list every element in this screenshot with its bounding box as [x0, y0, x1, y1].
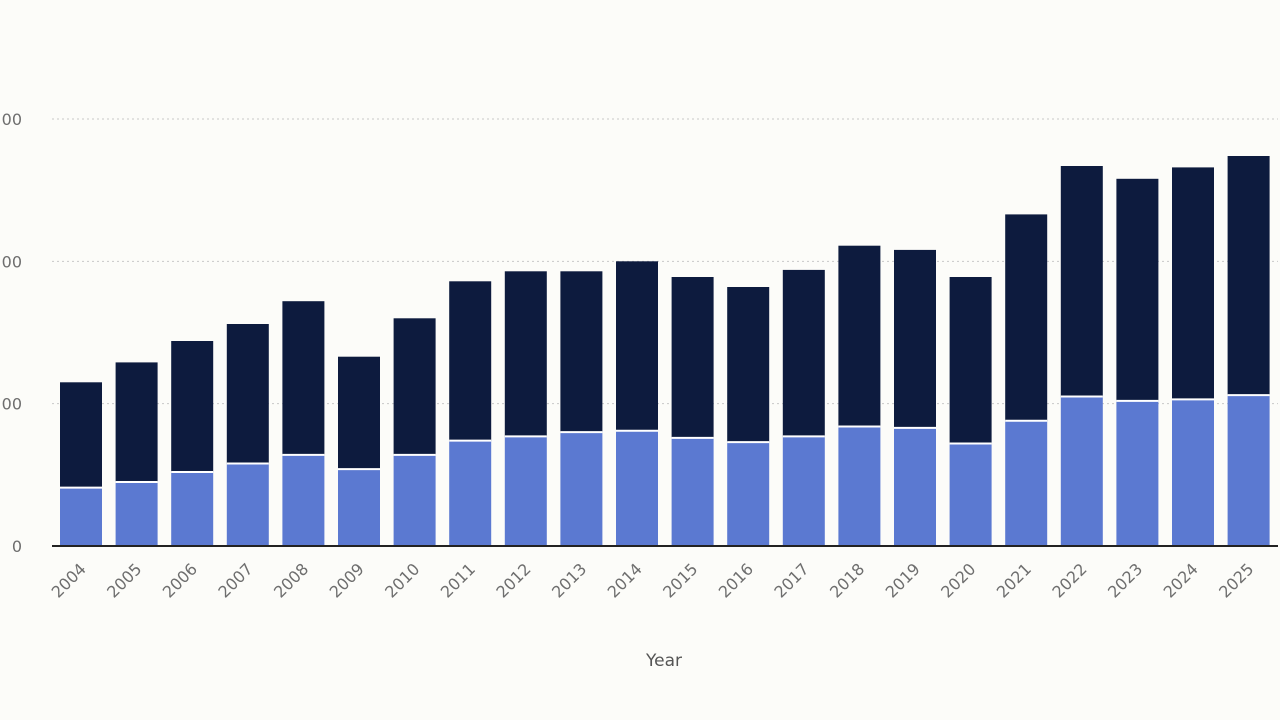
- bar-segment-2015-series-1: [671, 437, 714, 546]
- x-tick-label-2014: 2014: [604, 559, 646, 601]
- bar-segment-2008-series-2: [282, 301, 325, 455]
- bar-segment-2007-series-2: [226, 324, 269, 464]
- x-tick-label-2020: 2020: [937, 559, 979, 601]
- bar-segment-2016-series-2: [727, 287, 770, 443]
- bar-segment-2020-series-1: [949, 443, 992, 546]
- x-tick-label-2009: 2009: [326, 559, 368, 601]
- bar-segment-2004-series-2: [60, 382, 102, 488]
- x-tick-label-2016: 2016: [715, 559, 757, 601]
- bar-segment-2017-series-2: [782, 269, 825, 437]
- x-axis-tick-labels: 2004 2005 2006 2007 2008 2009 2010 2011 2012 2013…: [48, 559, 1258, 601]
- bar-segment-2005-series-2: [115, 362, 158, 482]
- x-tick-label-2007: 2007: [214, 559, 256, 601]
- bar-segment-2010-series-1: [393, 454, 436, 546]
- x-tick-label-2017: 2017: [770, 559, 812, 601]
- bar-segment-2018-series-1: [838, 426, 881, 546]
- bar-segment-2015-series-2: [671, 277, 714, 438]
- bar-segment-2010-series-2: [393, 318, 436, 455]
- y-tick-label: 0: [12, 537, 22, 556]
- bar-segment-2013-series-2: [560, 271, 603, 433]
- bar-segment-2021-series-1: [1005, 420, 1048, 546]
- bar-segment-2023-series-1: [1116, 400, 1159, 546]
- x-tick-label-2022: 2022: [1048, 559, 1090, 601]
- bar-segment-2004-series-1: [60, 487, 102, 546]
- bar-segment-2021-series-2: [1005, 214, 1048, 421]
- bar-segment-2020-series-2: [949, 277, 992, 444]
- x-tick-label-2010: 2010: [381, 559, 423, 601]
- x-tick-label-2008: 2008: [270, 559, 312, 601]
- bar-segment-2014-series-2: [616, 261, 658, 431]
- bar-segment-2011-series-1: [449, 440, 492, 546]
- x-tick-label-2012: 2012: [492, 559, 534, 601]
- bar-segment-2013-series-1: [560, 432, 603, 546]
- y-tick-label: 00: [2, 395, 22, 414]
- bar-segment-2007-series-1: [226, 463, 269, 546]
- x-tick-label-2018: 2018: [826, 559, 868, 601]
- bar-segment-2008-series-1: [282, 454, 325, 546]
- x-tick-label-2025: 2025: [1215, 559, 1257, 601]
- x-tick-label-2011: 2011: [437, 559, 479, 601]
- bar-segment-2019-series-2: [894, 249, 936, 428]
- bar-segment-2025-series-2: [1227, 156, 1270, 396]
- bar-segment-2023-series-2: [1116, 178, 1159, 401]
- x-axis-title: Year: [645, 651, 682, 671]
- bar-segment-2019-series-1: [894, 427, 936, 546]
- x-tick-label-2019: 2019: [882, 559, 924, 601]
- bar-segment-2024-series-2: [1172, 167, 1214, 400]
- bar-segment-2005-series-1: [115, 481, 158, 546]
- bar-segment-2025-series-1: [1227, 395, 1270, 546]
- x-tick-label-2021: 2021: [993, 559, 1035, 601]
- bar-segment-2024-series-1: [1172, 399, 1214, 546]
- bar-segment-2006-series-1: [171, 472, 214, 546]
- x-tick-label-2004: 2004: [48, 559, 90, 601]
- bar-segment-2018-series-2: [838, 245, 881, 427]
- x-tick-label-2005: 2005: [103, 559, 145, 601]
- x-tick-label-2006: 2006: [159, 559, 201, 601]
- bar-segment-2011-series-2: [449, 281, 492, 441]
- x-tick-label-2013: 2013: [548, 559, 590, 601]
- bar-segment-2009-series-1: [338, 469, 380, 546]
- bar-segment-2017-series-1: [782, 436, 825, 546]
- y-tick-label: 00: [2, 110, 22, 129]
- bar-segment-2022-series-2: [1060, 166, 1103, 397]
- x-tick-label-2023: 2023: [1104, 559, 1146, 601]
- bar-segment-2009-series-2: [338, 356, 380, 470]
- bar-segment-2014-series-1: [616, 430, 658, 546]
- bar-segment-2012-series-1: [504, 436, 547, 546]
- y-tick-label: 00: [2, 252, 22, 271]
- bar-segment-2012-series-2: [504, 271, 547, 437]
- bar-segment-2006-series-2: [171, 341, 214, 472]
- x-tick-label-2015: 2015: [659, 559, 701, 601]
- bar-segment-2016-series-1: [727, 442, 770, 546]
- bars: [60, 156, 1270, 546]
- bar-segment-2022-series-1: [1060, 396, 1103, 546]
- x-tick-label-2024: 2024: [1160, 559, 1202, 601]
